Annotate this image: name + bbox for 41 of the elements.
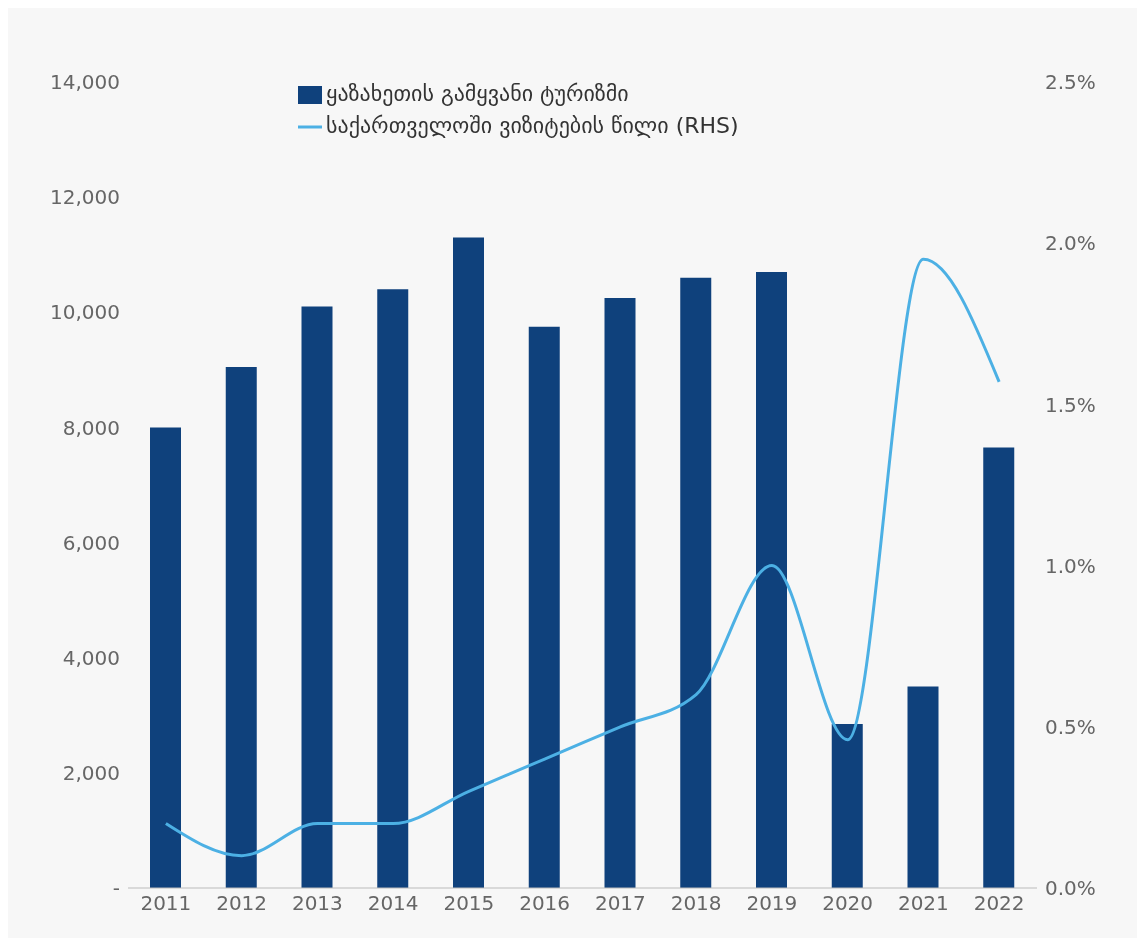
line-series — [164, 257, 1001, 858]
y2-tick-label: 1.5% — [1045, 392, 1096, 417]
x-tick-label: 2018 — [670, 891, 722, 916]
bar — [150, 427, 181, 888]
legend-label: ყაზახეთის გამყვანი ტურიზმი — [326, 81, 629, 106]
y-tick-label: 6,000 — [62, 530, 120, 555]
y2-tick-label: 0.5% — [1045, 714, 1096, 739]
y-tick-label: 4,000 — [62, 645, 120, 670]
x-tick-label: 2013 — [291, 891, 343, 916]
y2-tick-label: 0.0% — [1045, 876, 1096, 901]
x-tick-label: 2017 — [594, 891, 646, 916]
bar — [301, 306, 333, 888]
bar — [680, 277, 712, 888]
y-tick-label: 8,000 — [62, 415, 120, 440]
y-tick-label: 14,000 — [50, 70, 120, 95]
x-tick-label: 2022 — [973, 891, 1025, 916]
y-tick-label: 10,000 — [50, 300, 120, 325]
x-tick-label: 2021 — [897, 891, 949, 916]
y-tick-label: 12,000 — [50, 185, 120, 210]
bar — [604, 297, 636, 888]
bar — [225, 366, 257, 888]
bar — [528, 326, 560, 888]
x-tick-label: 2020 — [822, 891, 874, 916]
y2-tick-label: 2.5% — [1045, 70, 1096, 95]
legend-label: საქართველოში ვიზიტების წილი (RHS) — [326, 113, 739, 138]
y2-tick-label: 2.0% — [1045, 231, 1096, 256]
x-tick-label: 2015 — [443, 891, 495, 916]
y-tick-label: - — [112, 876, 120, 901]
x-tick-label: 2014 — [367, 891, 419, 916]
bar — [377, 289, 409, 888]
bar — [983, 447, 1015, 888]
bar — [756, 271, 787, 888]
x-tick-label: 2016 — [519, 891, 571, 916]
bar — [831, 723, 863, 888]
y2-tick-label: 1.0% — [1045, 553, 1096, 578]
bar — [907, 686, 939, 888]
x-tick-label: 2012 — [216, 891, 268, 916]
bar — [453, 237, 484, 888]
x-tick-label: 2011 — [140, 891, 192, 916]
y-tick-label: 2,000 — [62, 760, 120, 785]
x-tick-label: 2019 — [746, 891, 798, 916]
